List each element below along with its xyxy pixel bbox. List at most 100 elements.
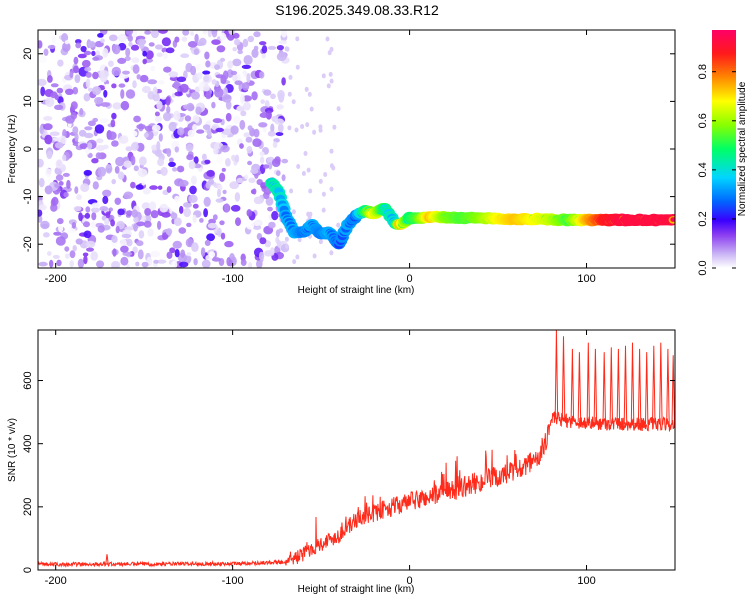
heatmap-cell [186, 252, 191, 257]
heatmap-cell [50, 83, 59, 88]
heatmap-cell [172, 82, 181, 88]
y-tick-label: -10 [22, 189, 34, 205]
heatmap-cell [141, 202, 151, 210]
heatmap-cell [222, 70, 229, 80]
heatmap-cell [284, 236, 289, 242]
heatmap-cell [63, 192, 69, 198]
snr-series-line [38, 410, 675, 568]
heatmap-cell [264, 240, 271, 248]
x-tick-label: -200 [45, 575, 67, 587]
heatmap-cell [243, 101, 251, 111]
heatmap-cell [102, 144, 109, 150]
heatmap-cell [217, 189, 221, 198]
heatmap-cell [294, 127, 299, 133]
spectrogram-x-label: Height of straight line (km) [298, 285, 415, 296]
heatmap-cell [176, 165, 185, 173]
heatmap-cell [329, 186, 334, 192]
heatmap-cell [97, 225, 105, 233]
heatmap-cell [54, 142, 64, 149]
heatmap-cell [202, 30, 208, 35]
heatmap-cell [111, 83, 117, 89]
heatmap-cell [247, 125, 253, 131]
heatmap-cell [327, 50, 332, 56]
heatmap-cell [222, 128, 232, 136]
heatmap-cell [74, 74, 81, 83]
heatmap-cell [305, 122, 310, 128]
heatmap-cell [180, 53, 190, 58]
heatmap-cell [142, 50, 147, 57]
heatmap-cell [162, 51, 168, 60]
heatmap-cell [157, 158, 165, 167]
heatmap-cell [248, 177, 256, 183]
heatmap-cell [150, 30, 160, 39]
heatmap-cell [92, 181, 99, 190]
heatmap-cell [142, 58, 147, 65]
heatmap-cell [232, 74, 238, 82]
heatmap-cell [172, 167, 178, 172]
heatmap-cell [207, 127, 212, 138]
heatmap-cell [77, 258, 85, 268]
heatmap-cell [39, 55, 47, 64]
heatmap-cell [185, 143, 194, 152]
heatmap-cell [55, 236, 66, 246]
heatmap-cell [82, 252, 89, 257]
heatmap-cell [120, 100, 130, 111]
heatmap-cell [250, 168, 259, 174]
heatmap-cell [190, 175, 197, 185]
heatmap-cell [54, 104, 64, 111]
heatmap-cell [237, 49, 243, 55]
heatmap-cell [181, 36, 188, 42]
heatmap-cell [258, 251, 265, 261]
heatmap-cell [96, 138, 104, 144]
heatmap-cell [168, 71, 179, 78]
heatmap-cell [188, 194, 198, 203]
snr-spike [561, 336, 566, 421]
heatmap-cell [224, 203, 230, 213]
heatmap-cell [105, 164, 113, 174]
heatmap-cell [204, 159, 211, 165]
heatmap-cell [81, 59, 91, 68]
heatmap-cell [130, 155, 136, 166]
heatmap-cell [100, 102, 111, 107]
colorbar-label: Normalized spectral amplitude [737, 81, 748, 216]
heatmap-cell [61, 154, 67, 162]
heatmap-cell [154, 149, 162, 157]
heatmap-cell [52, 254, 60, 259]
colorbar-tick-label: 0.6 [697, 113, 709, 128]
heatmap-cell [38, 215, 43, 223]
snr-spikes [105, 330, 675, 565]
heatmap-cell [241, 64, 252, 69]
heatmap-cell [295, 36, 300, 42]
heatmap-cell [43, 232, 50, 238]
heatmap-cell [38, 158, 44, 168]
heatmap-cell [115, 156, 125, 167]
heatmap-cell [331, 165, 336, 171]
heatmap-cell [58, 224, 64, 233]
heatmap-cell [234, 38, 241, 46]
heatmap-cell [139, 74, 149, 83]
heatmap-cell [66, 179, 71, 189]
heatmap-cell [67, 227, 76, 234]
heatmap-cell [288, 74, 293, 80]
heatmap-cell [246, 221, 255, 230]
heatmap-cell [295, 64, 300, 70]
heatmap-cell [117, 208, 125, 216]
heatmap-cell [155, 44, 163, 50]
heatmap-cell [126, 210, 133, 217]
x-tick-label: 0 [407, 575, 413, 587]
heatmap-cell [139, 156, 147, 166]
heatmap-cell [245, 136, 253, 143]
snr-spike [630, 342, 635, 425]
y-tick-label: -20 [22, 236, 34, 252]
heatmap-cell [108, 60, 114, 67]
heatmap-cell [239, 119, 246, 130]
heatmap-cell [132, 30, 137, 39]
heatmap-cell [43, 123, 53, 131]
heatmap-cell [112, 248, 117, 257]
heatmap-cell [206, 233, 216, 242]
snr-y-ticks: 0 200 400 600 [22, 371, 675, 573]
heatmap-cell [276, 170, 281, 176]
heatmap-cell [183, 70, 188, 79]
heatmap-cell [174, 249, 180, 258]
heatmap-cell [158, 80, 165, 85]
